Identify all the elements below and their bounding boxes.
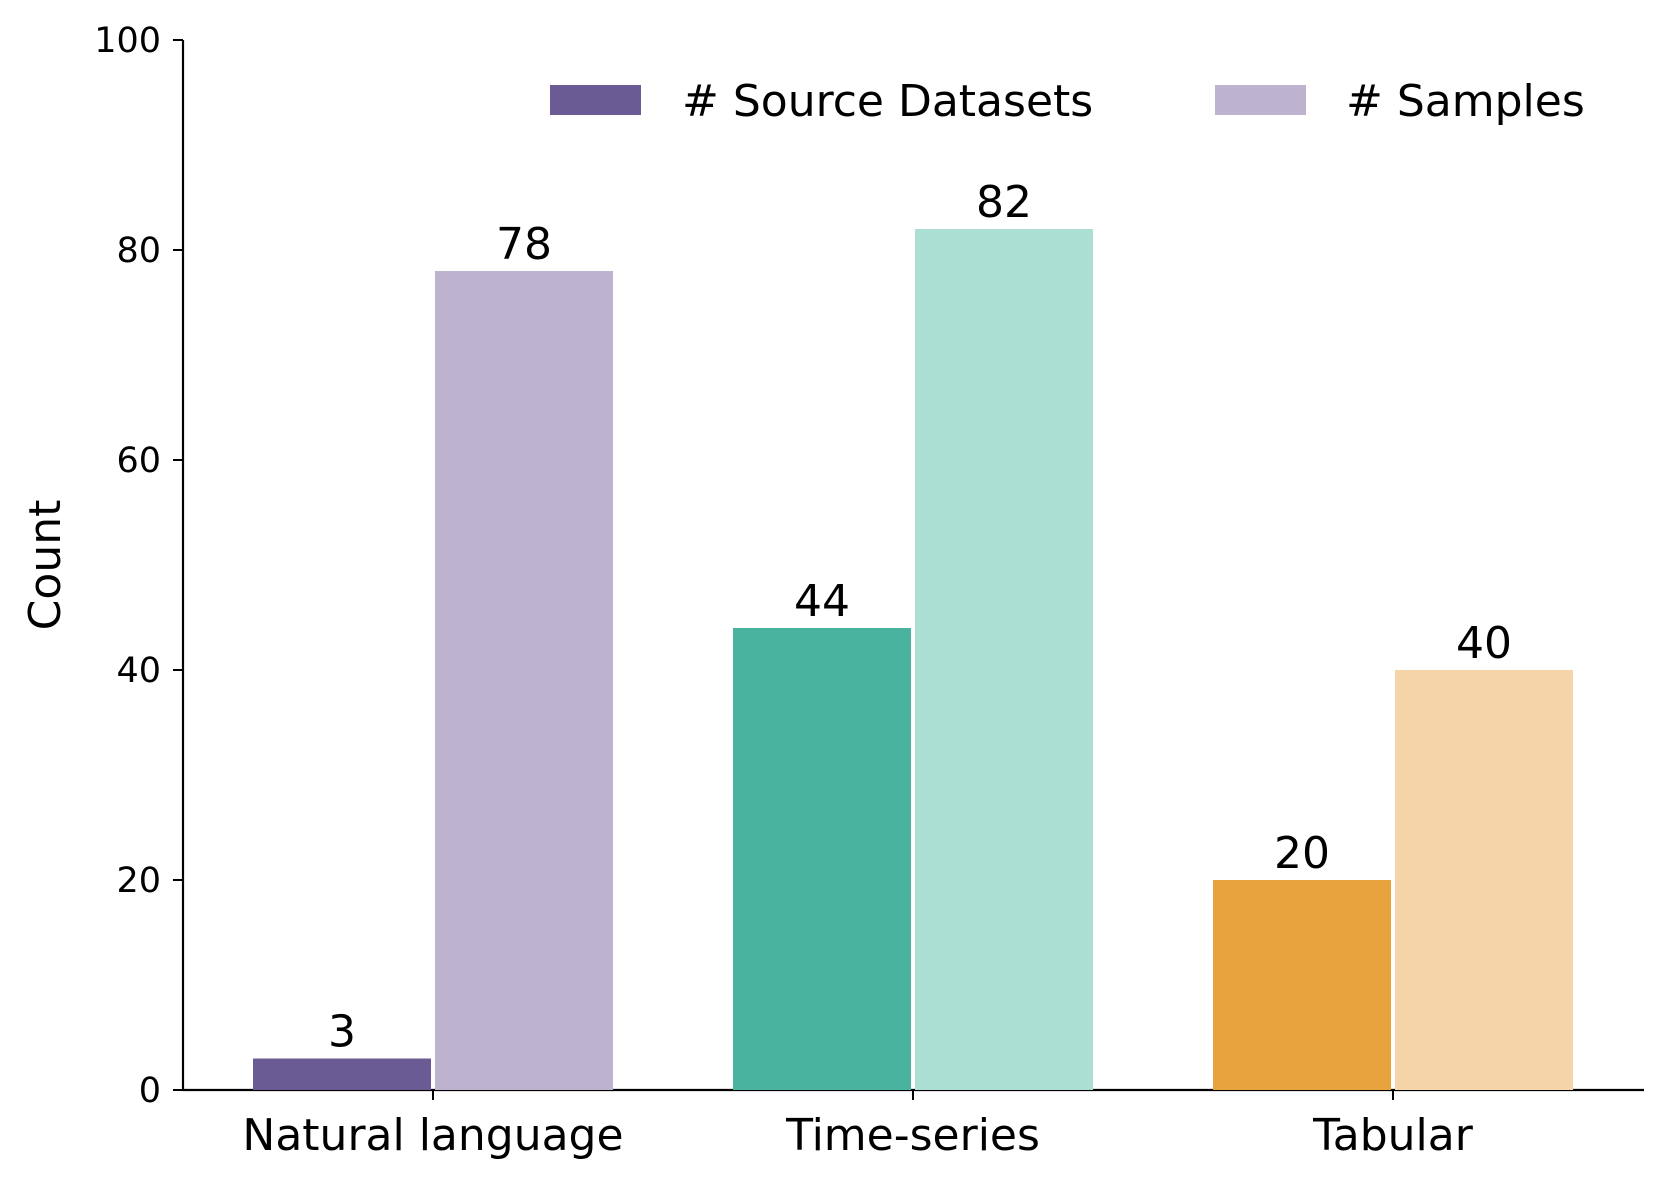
- y-axis-title: Count: [20, 500, 71, 631]
- legend-swatch: [1215, 85, 1306, 115]
- legend[interactable]: # Source Datasets # Samples: [550, 76, 1585, 127]
- data-labels: 3 78 44 82 20 40: [328, 177, 1512, 1058]
- data-label: 3: [328, 1007, 356, 1058]
- data-label: 44: [794, 576, 850, 627]
- x-tick-label: Tabular: [1312, 1110, 1474, 1161]
- bar: [253, 1058, 431, 1090]
- axes: 0 20 40 60 80 100 Natural language Time-series T…: [94, 21, 1644, 1161]
- y-tick-label: 100: [94, 21, 161, 61]
- x-tick-label: Natural language: [242, 1110, 623, 1161]
- y-tick-label: 40: [116, 651, 161, 691]
- bar: [1213, 880, 1391, 1090]
- bar: [1395, 670, 1573, 1090]
- bar: [915, 229, 1093, 1090]
- data-label: 82: [976, 177, 1032, 228]
- legend-swatch: [550, 85, 641, 115]
- legend-label: # Source Datasets: [682, 76, 1093, 127]
- data-label: 78: [496, 219, 552, 270]
- y-tick-label: 0: [139, 1071, 161, 1111]
- legend-item[interactable]: # Samples: [1215, 76, 1585, 127]
- legend-item[interactable]: # Source Datasets: [550, 76, 1093, 127]
- y-tick-label: 60: [116, 441, 161, 481]
- x-tick-label: Time-series: [785, 1110, 1040, 1161]
- legend-label: # Samples: [1346, 76, 1585, 127]
- bar: [733, 628, 911, 1090]
- y-tick-label: 80: [116, 231, 161, 271]
- bars: [253, 229, 1573, 1090]
- data-label: 40: [1456, 618, 1512, 669]
- y-tick-label: 20: [116, 861, 161, 901]
- bar: [435, 271, 613, 1090]
- data-label: 20: [1274, 828, 1330, 879]
